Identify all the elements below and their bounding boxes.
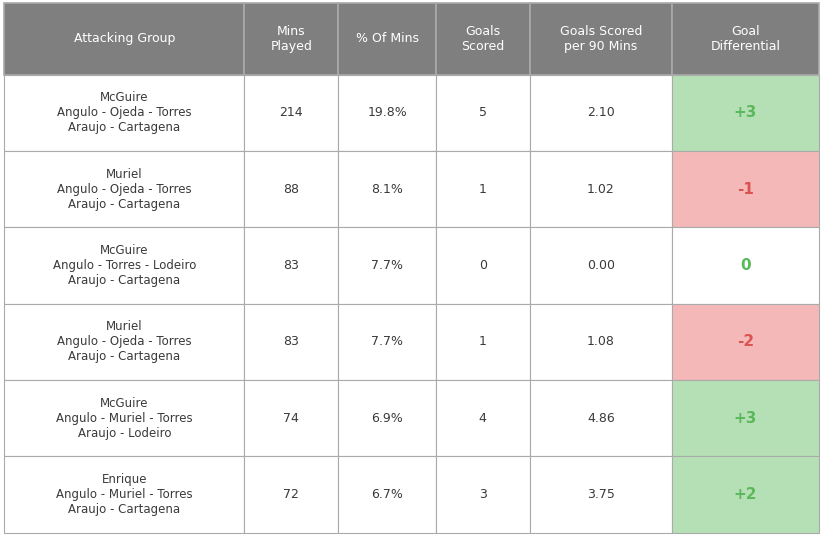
Text: Mins
Played: Mins Played [271,25,312,53]
Text: 0: 0 [479,259,486,272]
Bar [338,227,436,303]
Text: % Of Mins: % Of Mins [356,32,419,45]
Text: +3: +3 [734,106,757,120]
Bar [338,151,436,227]
Bar [530,456,672,533]
Text: 0.00: 0.00 [587,259,615,272]
Text: 83: 83 [283,335,300,348]
Bar [244,227,338,303]
Text: Goals Scored
per 90 Mins: Goals Scored per 90 Mins [560,25,642,53]
Bar [244,380,338,456]
Text: 72: 72 [283,488,300,501]
Bar [244,456,338,533]
Text: 7.7%: 7.7% [371,259,403,272]
Text: 1.02: 1.02 [587,183,615,196]
Bar [338,456,436,533]
Bar [530,380,672,456]
Bar [244,3,338,75]
Text: 88: 88 [283,183,300,196]
Text: McGuire
Angulo - Torres - Lodeiro
Araujo - Cartagena: McGuire Angulo - Torres - Lodeiro Araujo… [53,244,196,287]
Bar [436,151,530,227]
Bar [244,75,338,151]
Bar [672,75,819,151]
Text: Enrique
Angulo - Muriel - Torres
Araujo - Cartagena: Enrique Angulo - Muriel - Torres Araujo … [56,473,193,516]
Bar [338,3,436,75]
Text: McGuire
Angulo - Ojeda - Torres
Araujo - Cartagena: McGuire Angulo - Ojeda - Torres Araujo -… [57,92,192,134]
Bar [530,151,672,227]
Text: 214: 214 [280,106,303,119]
Bar [244,303,338,380]
Bar [4,380,244,456]
Bar [244,151,338,227]
Text: McGuire
Angulo - Muriel - Torres
Araujo - Lodeiro: McGuire Angulo - Muriel - Torres Araujo … [56,397,193,440]
Text: Attacking Group: Attacking Group [73,32,175,45]
Bar [672,456,819,533]
Text: 4: 4 [479,412,486,425]
Text: 5: 5 [479,106,486,119]
Text: 6.7%: 6.7% [371,488,403,501]
Text: 6.9%: 6.9% [371,412,403,425]
Text: Goal
Differential: Goal Differential [710,25,780,53]
Bar [338,303,436,380]
Bar [4,75,244,151]
Text: Goals
Scored: Goals Scored [461,25,504,53]
Text: 74: 74 [283,412,300,425]
Text: +2: +2 [734,487,757,502]
Text: 2.10: 2.10 [587,106,615,119]
Bar [530,227,672,303]
Text: +3: +3 [734,411,757,426]
Bar [530,303,672,380]
Bar [4,151,244,227]
Text: 3.75: 3.75 [587,488,615,501]
Text: 1: 1 [479,183,486,196]
Bar [436,380,530,456]
Text: 19.8%: 19.8% [367,106,407,119]
Text: -1: -1 [737,182,754,197]
Text: Muriel
Angulo - Ojeda - Torres
Araujo - Cartagena: Muriel Angulo - Ojeda - Torres Araujo - … [57,320,192,363]
Bar [672,380,819,456]
Bar [4,456,244,533]
Bar [672,227,819,303]
Text: Muriel
Angulo - Ojeda - Torres
Araujo - Cartagena: Muriel Angulo - Ojeda - Torres Araujo - … [57,168,192,211]
Text: 83: 83 [283,259,300,272]
Text: 8.1%: 8.1% [371,183,403,196]
Bar [4,303,244,380]
Bar [530,75,672,151]
Bar [338,75,436,151]
Text: 3: 3 [479,488,486,501]
Bar [436,75,530,151]
Text: 4.86: 4.86 [587,412,615,425]
Text: 1.08: 1.08 [587,335,615,348]
Bar [672,151,819,227]
Bar [436,3,530,75]
Bar [436,456,530,533]
Text: 0: 0 [740,258,751,273]
Bar [672,3,819,75]
Bar [436,227,530,303]
Bar [338,380,436,456]
Bar [4,227,244,303]
Text: -2: -2 [737,334,754,349]
Bar [436,303,530,380]
Bar [672,303,819,380]
Bar [530,3,672,75]
Text: 7.7%: 7.7% [371,335,403,348]
Bar [4,3,244,75]
Text: 1: 1 [479,335,486,348]
